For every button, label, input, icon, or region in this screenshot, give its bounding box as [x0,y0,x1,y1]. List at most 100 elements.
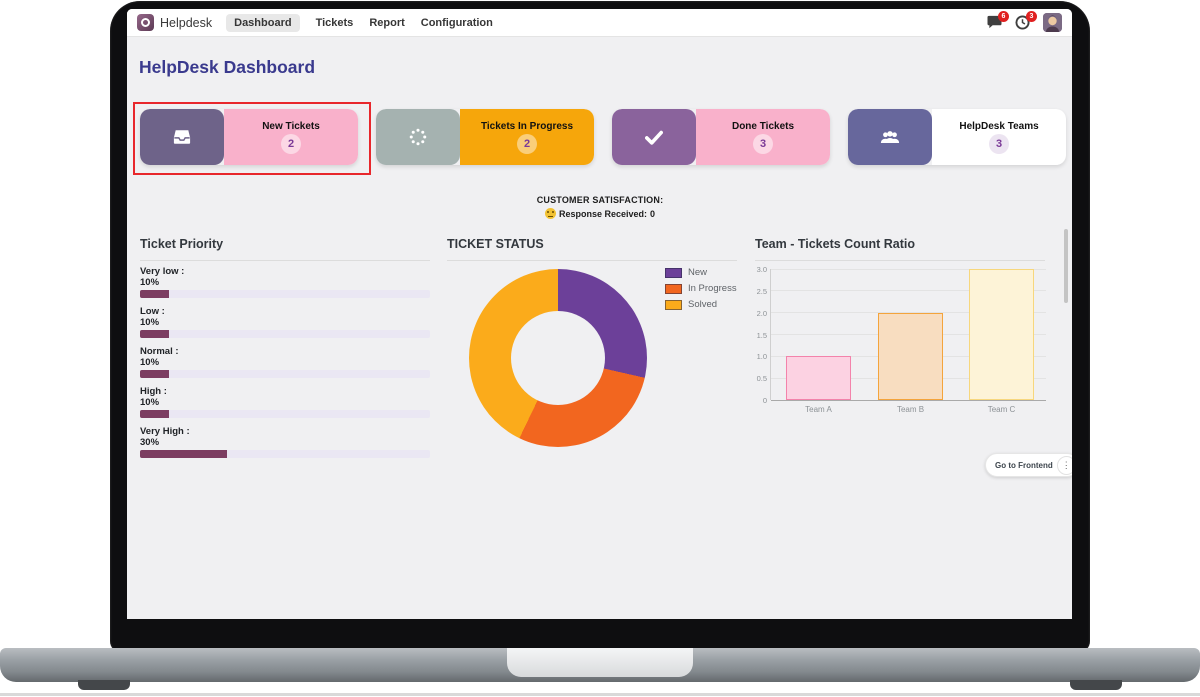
divider [447,260,737,261]
laptop-foot [1070,680,1122,690]
customer-satisfaction-block: CUSTOMER SATISFACTION: Response Received… [480,195,720,219]
y-axis-tick: 0.5 [756,374,767,384]
priority-label: Very low : [140,266,185,277]
scrollbar-thumb[interactable] [1064,229,1068,303]
kpi-card-done-tickets[interactable]: Done Tickets 3 [612,109,830,165]
priority-progressbar [140,450,430,458]
bar-team-a [786,356,851,400]
inbox-icon [140,109,224,165]
messages-icon[interactable]: 6 [987,10,1009,31]
legend-swatch-solved [665,299,682,310]
priority-percent: 10% [140,317,160,328]
legend-item-new[interactable]: New [665,267,737,278]
legend-item-in-progress[interactable]: In Progress [665,283,737,294]
user-avatar[interactable] [1043,13,1062,32]
priority-label: High : [140,386,167,397]
main-menu: Dashboard Tickets Report Configuration [226,13,493,32]
menu-item-report[interactable]: Report [369,16,405,29]
y-axis-tick: 0 [762,396,767,405]
response-received-label: Response Received: [558,208,648,219]
ticket-status-title: TICKET STATUS [447,237,544,251]
navbar-systray: 6 3 [987,10,1062,32]
selected-card-outline [133,102,371,175]
activities-clock-icon[interactable]: 3 [1015,10,1037,31]
menu-item-configuration[interactable]: Configuration [420,16,493,29]
priority-item: Low :10% [140,306,430,338]
smiley-icon [544,208,556,219]
kpi-count: 2 [517,133,537,154]
activities-badge: 3 [1026,10,1037,22]
kebab-menu-icon[interactable]: ⋮ [1056,455,1072,475]
priority-percent: 10% [140,277,160,288]
y-axis-tick: 1.0 [756,352,767,362]
kpi-label: New Tickets [262,120,320,132]
kpi-label: HelpDesk Teams [959,120,1039,132]
x-axis-label: Team C [987,405,1016,414]
priority-progressbar-fill [140,410,169,418]
gridline [771,399,1046,401]
priority-item: High :10% [140,386,430,418]
legend-label: Solved [688,299,718,310]
kpi-label: Tickets In Progress [480,120,574,132]
team-tickets-bar-chart: 0 0.5 1.0 1.5 2.0 2.5 3.0 Team A Team B Team C [757,265,1046,414]
top-navbar: Helpdesk Dashboard Tickets Report Config… [127,9,1072,37]
ticket-priority-title: Ticket Priority [140,237,224,251]
priority-label: Very High : [140,426,190,437]
ticket-priority-list: Very low :10% Low :10% Normal :10% High :10… [140,266,430,466]
menu-item-dashboard[interactable]: Dashboard [226,13,300,32]
priority-label: Low : [140,306,165,317]
team-tickets-ratio-title: Team - Tickets Count Ratio [755,237,915,251]
priority-item: Very High :30% [140,426,430,458]
kpi-card-tickets-in-progress[interactable]: Tickets In Progress 2 [376,109,594,165]
legend-label: In Progress [688,283,737,294]
bar-team-b [878,312,943,400]
divider [140,260,430,261]
y-axis-tick: 2.5 [756,286,767,296]
go-to-frontend-button[interactable]: Go to Frontend ⋮ [985,453,1072,477]
priority-progressbar-fill [140,290,169,298]
priority-item: Very low :10% [140,266,430,298]
priority-progressbar [140,290,430,298]
lifebuoy-icon [141,18,150,27]
priority-progressbar-fill [140,330,169,338]
legend-swatch-in-progress [665,283,682,294]
y-axis-tick: 2.0 [756,308,767,318]
gridline [771,268,1046,270]
customer-satisfaction-title: CUSTOMER SATISFACTION: [536,195,664,205]
bar-team-c [969,269,1034,400]
priority-item: Normal :10% [140,346,430,378]
kpi-count: 3 [989,133,1009,154]
messages-badge: 6 [998,10,1009,22]
page-title: HelpDesk Dashboard [139,57,316,77]
y-axis-tick: 1.5 [756,330,767,340]
app-name[interactable]: Helpdesk [160,15,213,30]
helpdesk-app-icon[interactable] [137,14,154,31]
priority-progressbar [140,330,430,338]
donut-hole [511,311,605,405]
priority-percent: 30% [140,437,160,448]
legend-swatch-new [665,267,682,278]
priority-percent: 10% [140,357,160,368]
laptop-screen: Helpdesk Dashboard Tickets Report Config… [127,9,1072,619]
priority-percent: 10% [140,397,160,408]
priority-progressbar [140,370,430,378]
kpi-card-new-tickets[interactable]: New Tickets 2 [140,109,358,165]
kpi-count: 2 [281,133,301,154]
response-received-value: 0 [650,208,656,219]
donut-legend: New In Progress Solved [665,267,737,315]
kpi-card-helpdesk-teams[interactable]: HelpDesk Teams 3 [848,109,1066,165]
laptop-notch [507,648,693,677]
legend-item-solved[interactable]: Solved [665,299,737,310]
y-axis-tick: 3.0 [756,265,767,274]
priority-label: Normal : [140,346,179,357]
go-to-frontend-label: Go to Frontend [995,460,1053,470]
divider [755,260,1045,261]
priority-progressbar-fill [140,450,227,458]
gridline [771,290,1046,292]
priority-progressbar [140,410,430,418]
x-axis-label: Team B [896,405,925,414]
spinner-icon [376,109,460,165]
floor-shadow [0,693,1200,696]
menu-item-tickets[interactable]: Tickets [315,16,354,29]
